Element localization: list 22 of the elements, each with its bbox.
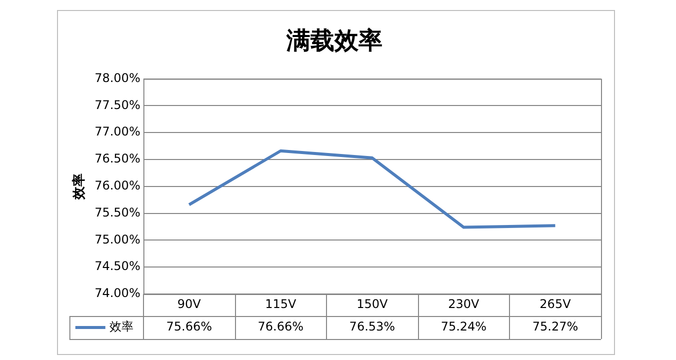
data-label: 76.53% <box>349 320 396 334</box>
data-label: 75.24% <box>440 320 487 334</box>
x-tick-label: 115V <box>265 297 297 312</box>
x-tick-label: 265V <box>540 297 572 312</box>
y-tick-label: 75.00% <box>94 232 140 246</box>
y-tick-label: 76.50% <box>94 152 140 166</box>
data-label: 75.66% <box>166 320 212 334</box>
data-label: 76.66% <box>258 320 304 334</box>
y-tick-label: 76.00% <box>94 178 140 193</box>
x-tick-label: 230V <box>448 297 480 312</box>
y-axis-title: 效率 <box>71 173 88 200</box>
y-tick-label: 78.00% <box>94 70 140 85</box>
data-label: 75.27% <box>532 320 578 334</box>
y-tick-label: 75.50% <box>94 205 140 220</box>
y-tick-label: 74.50% <box>94 259 140 274</box>
x-tick-label: 90V <box>177 297 202 312</box>
y-tick-label: 77.00% <box>94 124 140 139</box>
y-tick-label: 74.00% <box>94 286 140 300</box>
legend-label: 效率 <box>109 320 134 334</box>
x-tick-label: 150V <box>356 297 389 312</box>
y-tick-label: 77.50% <box>94 98 140 112</box>
chart-title: 满载效率 <box>286 26 382 55</box>
